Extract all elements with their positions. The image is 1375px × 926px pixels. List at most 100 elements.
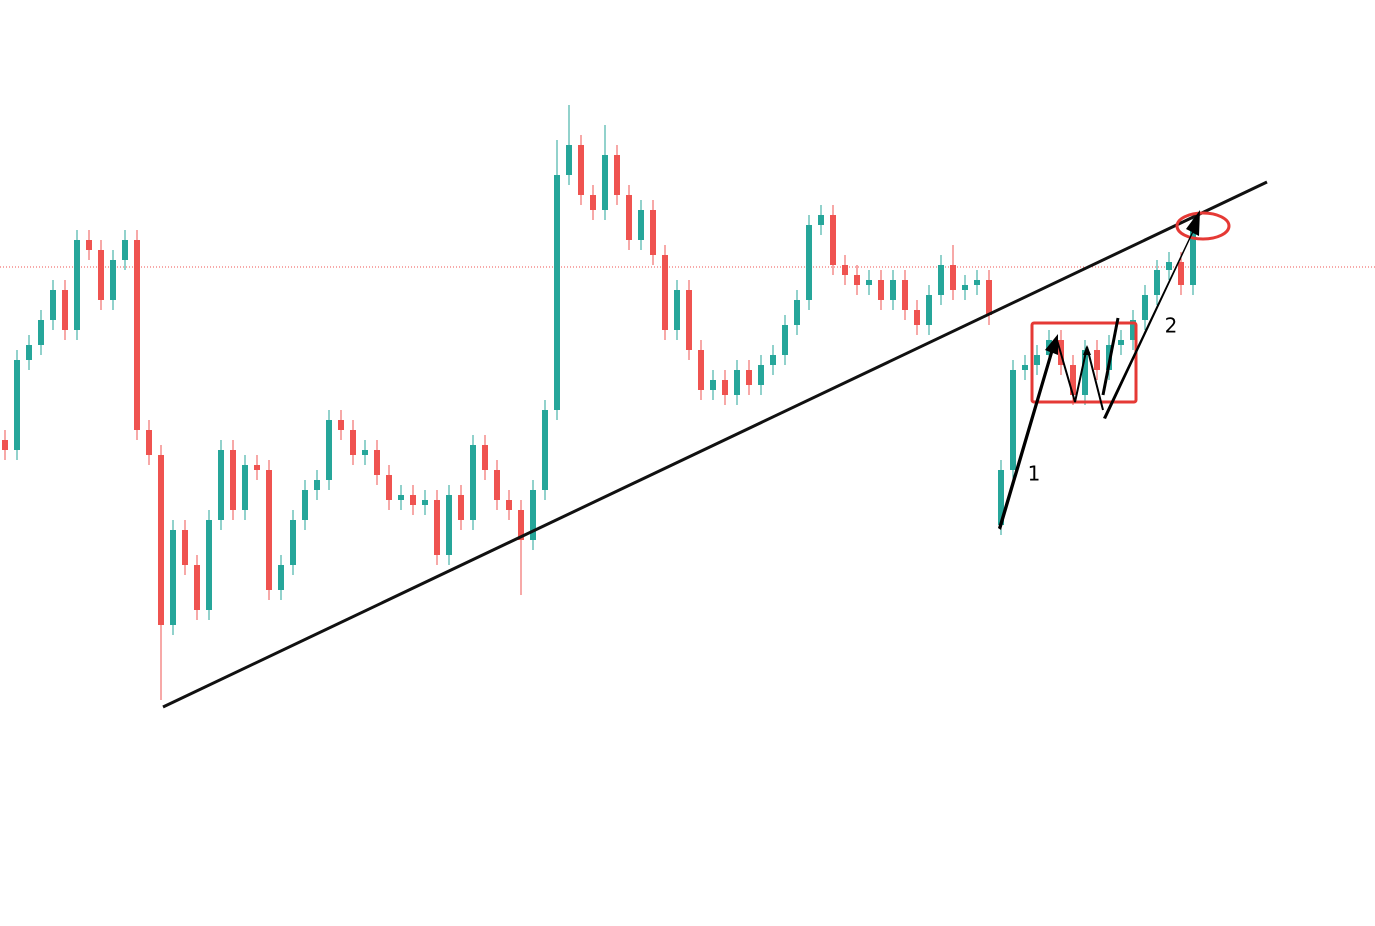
candle-body bbox=[350, 430, 356, 455]
candle-body bbox=[638, 210, 644, 240]
candle-body bbox=[710, 380, 716, 390]
candle-body bbox=[518, 510, 524, 540]
candle-body bbox=[506, 500, 512, 510]
candle-body bbox=[686, 290, 692, 350]
candle-body bbox=[338, 420, 344, 430]
candle-body bbox=[1130, 320, 1136, 340]
candle-body bbox=[290, 520, 296, 565]
candle-body bbox=[1022, 365, 1028, 370]
candle-body bbox=[134, 240, 140, 430]
arrow-1 bbox=[998, 334, 1058, 530]
candle-body bbox=[866, 280, 872, 285]
candle-body bbox=[50, 290, 56, 320]
candle-body bbox=[722, 380, 728, 395]
candle-body bbox=[890, 280, 896, 300]
candle-body bbox=[314, 480, 320, 490]
candle-body bbox=[458, 495, 464, 520]
candle-body bbox=[1166, 262, 1172, 270]
candle-body bbox=[794, 300, 800, 325]
candle-body bbox=[566, 145, 572, 175]
candle-body bbox=[398, 495, 404, 500]
candle-body bbox=[986, 280, 992, 315]
candle-body bbox=[626, 195, 632, 240]
candle-body bbox=[530, 490, 536, 540]
trend-line bbox=[162, 180, 1268, 709]
candle-body bbox=[14, 360, 20, 450]
candle-body bbox=[674, 290, 680, 330]
candle-body bbox=[194, 565, 200, 610]
candle-body bbox=[86, 240, 92, 250]
candle-body bbox=[206, 520, 212, 610]
candle-body bbox=[974, 280, 980, 285]
candle-body bbox=[266, 470, 272, 590]
candle-body bbox=[446, 495, 452, 555]
range-box bbox=[1030, 321, 1138, 404]
candle-body bbox=[1082, 350, 1088, 395]
candle-body bbox=[434, 500, 440, 555]
candle-body bbox=[242, 465, 248, 510]
candle-body bbox=[182, 530, 188, 565]
candle-body bbox=[758, 365, 764, 385]
candle-body bbox=[746, 370, 752, 385]
candle-body bbox=[1118, 340, 1124, 345]
candle-body bbox=[950, 265, 956, 290]
candle-body bbox=[2, 440, 8, 450]
candle-body bbox=[818, 215, 824, 225]
candle-body bbox=[1094, 350, 1100, 370]
candle-body bbox=[1178, 262, 1184, 285]
zigzag bbox=[1056, 339, 1104, 411]
candle-body bbox=[386, 475, 392, 500]
candle-body bbox=[770, 355, 776, 365]
candle-body bbox=[914, 310, 920, 325]
candle-body bbox=[410, 495, 416, 505]
candle-body bbox=[902, 280, 908, 310]
candle-body bbox=[230, 450, 236, 510]
candle-body bbox=[938, 265, 944, 295]
candle-body bbox=[998, 470, 1004, 525]
candle-body bbox=[74, 240, 80, 330]
candle-body bbox=[122, 240, 128, 260]
candle-body bbox=[170, 530, 176, 625]
candle-body bbox=[1034, 355, 1040, 365]
annotation: 2 bbox=[1165, 314, 1178, 338]
zigzag-head bbox=[1083, 345, 1091, 355]
candle-body bbox=[734, 370, 740, 395]
candle-body bbox=[98, 250, 104, 300]
candle-body bbox=[614, 155, 620, 195]
candle-body bbox=[590, 195, 596, 210]
target-ellipse bbox=[1175, 211, 1231, 241]
candle-body bbox=[278, 565, 284, 590]
candle-body bbox=[662, 255, 668, 330]
candle-body bbox=[422, 500, 428, 505]
drawings: 1 2 bbox=[162, 180, 1268, 709]
candle-body bbox=[482, 445, 488, 470]
candle-body bbox=[110, 260, 116, 300]
candle-body bbox=[362, 450, 368, 455]
candle-body bbox=[26, 345, 32, 360]
candle-body bbox=[854, 275, 860, 285]
candle-body bbox=[146, 430, 152, 455]
candle-body bbox=[962, 285, 968, 290]
candle-body bbox=[218, 450, 224, 520]
candle-body bbox=[374, 450, 380, 475]
candle-body bbox=[578, 145, 584, 195]
candles bbox=[2, 105, 1196, 700]
zigzag-up bbox=[1101, 317, 1120, 396]
candle-body bbox=[1070, 365, 1076, 395]
arrow-2 bbox=[1103, 210, 1200, 419]
candle-body bbox=[602, 155, 608, 210]
candle-body bbox=[542, 410, 548, 490]
candle-body bbox=[302, 490, 308, 520]
candle-body bbox=[62, 290, 68, 330]
candle-body bbox=[650, 210, 656, 255]
candle-body bbox=[554, 175, 560, 410]
candle-body bbox=[806, 225, 812, 300]
candle-body bbox=[158, 455, 164, 625]
candle-body bbox=[842, 265, 848, 275]
candle-body bbox=[494, 470, 500, 500]
candle-body bbox=[782, 325, 788, 355]
candle-body bbox=[1190, 225, 1196, 285]
annotation: 1 bbox=[1028, 462, 1041, 486]
